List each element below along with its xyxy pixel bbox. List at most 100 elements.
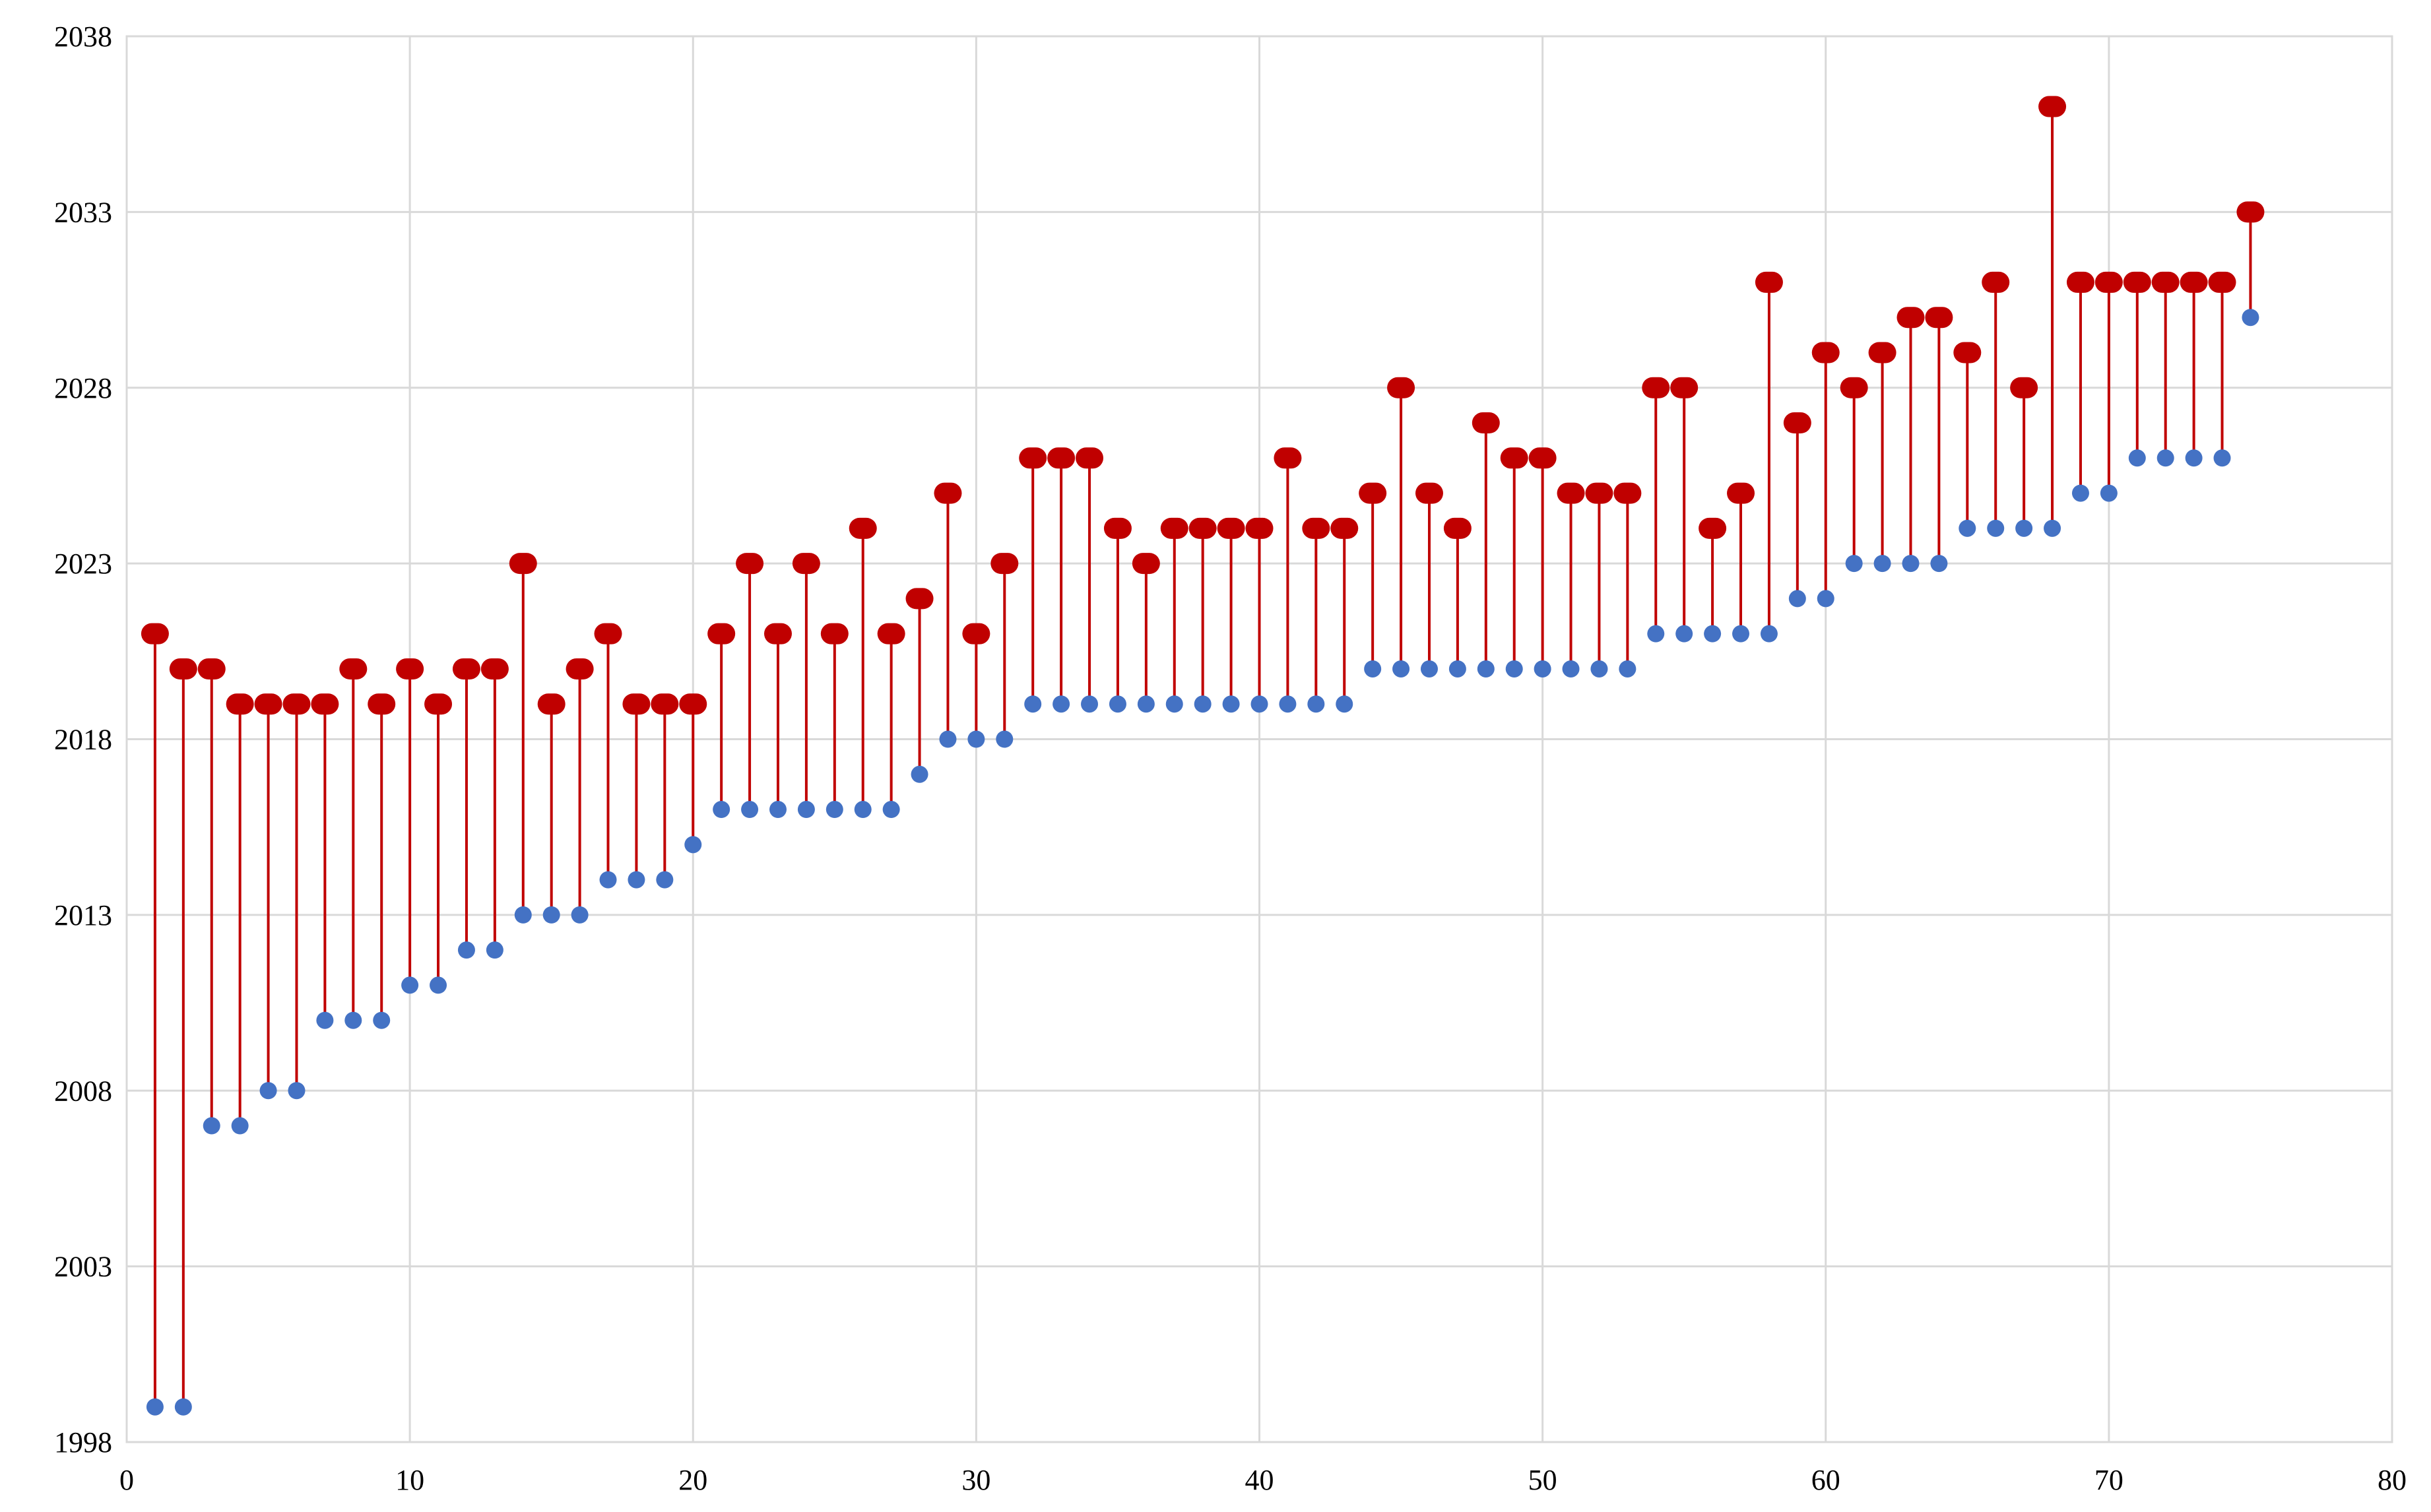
y-tick-label-2: 2008	[54, 1075, 112, 1107]
start-point-54	[1647, 625, 1665, 643]
start-point-34	[1081, 695, 1099, 713]
start-point-16	[571, 906, 589, 924]
start-point-6	[288, 1082, 306, 1100]
end-point-53	[1613, 482, 1642, 504]
start-point-18	[628, 871, 645, 889]
end-point-47	[1443, 517, 1472, 539]
end-point-20	[679, 693, 707, 715]
end-point-28	[905, 588, 934, 610]
start-point-14	[514, 906, 532, 924]
end-point-50	[1528, 447, 1557, 469]
end-point-7	[311, 693, 339, 715]
end-point-45	[1387, 377, 1415, 398]
start-point-29	[939, 730, 957, 748]
start-point-40	[1250, 695, 1268, 713]
x-axis-tick-labels: 0 10 20 30 40 50 60 70 80	[119, 1464, 2407, 1496]
start-point-57	[1732, 625, 1750, 643]
end-point-16	[566, 658, 594, 679]
y-tick-label-5: 2023	[54, 548, 112, 580]
y-tick-label-4: 2018	[54, 724, 112, 756]
end-point-30	[962, 623, 990, 645]
end-point-42	[1302, 517, 1330, 539]
start-point-33	[1053, 695, 1070, 713]
end-point-43	[1330, 517, 1359, 539]
y-tick-label-1: 2003	[54, 1251, 112, 1283]
start-point-63	[1902, 555, 1920, 573]
end-point-75	[2236, 201, 2265, 223]
start-point-22	[741, 801, 759, 819]
end-point-25	[820, 623, 849, 645]
start-point-5	[259, 1082, 277, 1100]
y-tick-label-0: 1998	[54, 1426, 112, 1459]
end-point-68	[2038, 96, 2067, 117]
end-point-12	[452, 658, 480, 679]
end-point-32	[1019, 447, 1047, 469]
end-point-65	[1953, 342, 1982, 363]
start-point-68	[2044, 519, 2061, 537]
end-point-8	[339, 658, 368, 679]
end-point-24	[792, 553, 820, 575]
end-point-56	[1699, 517, 1727, 539]
y-tick-label-3: 2013	[54, 899, 112, 931]
end-point-22	[736, 553, 764, 575]
start-point-53	[1619, 660, 1637, 677]
start-point-3	[203, 1117, 220, 1135]
start-point-31	[996, 730, 1014, 748]
end-point-55	[1670, 377, 1699, 398]
end-point-23	[763, 623, 792, 645]
start-point-59	[1788, 590, 1806, 608]
end-point-69	[2066, 271, 2094, 293]
end-point-34	[1076, 447, 1104, 469]
end-point-13	[480, 658, 509, 679]
end-point-26	[849, 517, 877, 539]
end-point-10	[396, 658, 424, 679]
start-point-52	[1590, 660, 1608, 677]
start-point-67	[2015, 519, 2033, 537]
start-point-41	[1279, 695, 1297, 713]
end-point-51	[1557, 482, 1585, 504]
start-point-25	[826, 801, 843, 819]
end-point-5	[254, 693, 282, 715]
start-point-4	[231, 1117, 249, 1135]
start-point-42	[1307, 695, 1325, 713]
end-point-11	[424, 693, 453, 715]
start-point-19	[656, 871, 674, 889]
start-point-30	[967, 730, 985, 748]
start-point-24	[797, 801, 815, 819]
x-tick-label-8: 80	[2378, 1464, 2407, 1496]
start-point-71	[2128, 449, 2146, 467]
end-point-37	[1160, 517, 1188, 539]
start-point-37	[1165, 695, 1183, 713]
start-point-21	[713, 801, 730, 819]
end-point-2	[169, 658, 197, 679]
end-point-40	[1245, 517, 1274, 539]
start-point-58	[1760, 625, 1778, 643]
end-point-49	[1500, 447, 1528, 469]
end-point-19	[651, 693, 679, 715]
end-point-44	[1359, 482, 1387, 504]
y-tick-label-6: 2028	[54, 372, 112, 404]
x-tick-label-1: 10	[395, 1464, 424, 1496]
start-point-45	[1392, 660, 1410, 677]
end-point-58	[1755, 271, 1783, 293]
start-point-20	[684, 836, 702, 854]
end-point-72	[2151, 271, 2180, 293]
x-tick-label-6: 60	[1811, 1464, 1840, 1496]
end-point-35	[1103, 517, 1132, 539]
start-point-55	[1675, 625, 1693, 643]
start-point-73	[2185, 449, 2203, 467]
end-point-73	[2180, 271, 2208, 293]
start-point-8	[344, 1011, 362, 1029]
x-tick-label-2: 20	[678, 1464, 707, 1496]
start-point-66	[1987, 519, 2005, 537]
end-point-63	[1896, 307, 1925, 329]
start-point-69	[2071, 484, 2089, 502]
y-tick-label-7: 2033	[54, 196, 112, 228]
start-point-47	[1448, 660, 1466, 677]
end-point-33	[1047, 447, 1076, 469]
end-point-66	[1982, 271, 2010, 293]
end-point-64	[1925, 307, 1953, 329]
start-point-61	[1845, 555, 1863, 573]
stems	[153, 106, 2252, 1407]
x-tick-label-0: 0	[119, 1464, 134, 1496]
